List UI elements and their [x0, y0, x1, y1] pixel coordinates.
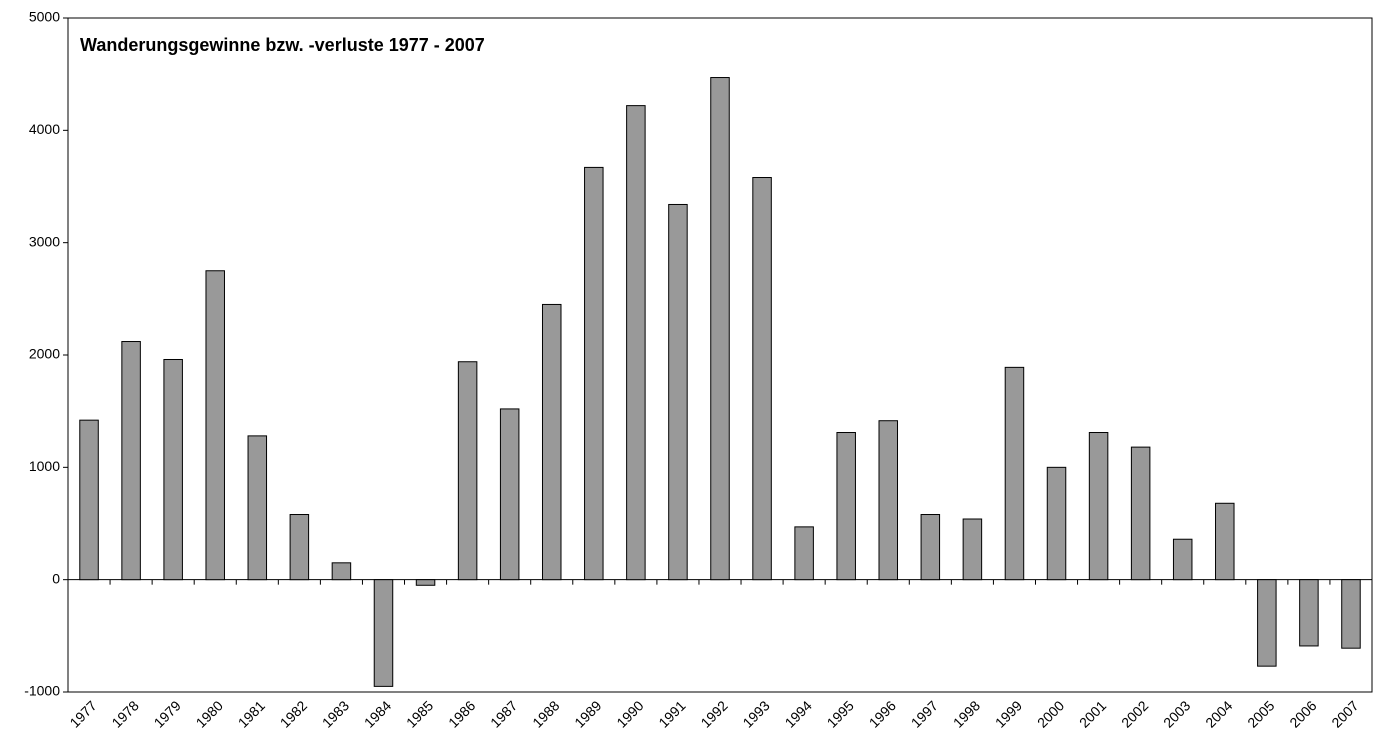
bar	[1130, 446, 1151, 581]
bar	[1046, 466, 1067, 581]
bar	[1341, 579, 1361, 649]
x-tick-label: 1982	[277, 697, 310, 730]
x-tick-label: 1978	[108, 697, 141, 730]
x-tick-label: 1990	[613, 697, 646, 730]
y-tick-label: 1000	[29, 458, 60, 474]
x-tick-label: 2006	[1286, 697, 1319, 730]
x-tick-label: 1988	[529, 697, 562, 730]
y-tick-label: 2000	[29, 346, 60, 362]
chart-title: Wanderungsgewinne bzw. -verluste 1977 - …	[80, 35, 485, 55]
bar	[710, 77, 730, 581]
bar	[205, 270, 225, 581]
x-tick-label: 1991	[655, 697, 688, 730]
bar	[457, 361, 478, 581]
x-tick-label: 1996	[866, 697, 899, 730]
y-tick-label: 0	[52, 570, 60, 586]
x-tick-label: 1980	[193, 697, 226, 730]
bar	[163, 358, 183, 581]
bar	[626, 105, 646, 581]
bar	[1215, 502, 1235, 581]
x-tick-label: 1987	[487, 697, 520, 730]
y-tick-label: 5000	[29, 9, 60, 25]
bar	[499, 408, 520, 581]
x-tick-label: 2007	[1328, 697, 1361, 730]
bar	[668, 203, 688, 581]
x-tick-label: 1977	[66, 697, 99, 730]
x-tick-label: 2000	[1034, 697, 1067, 730]
bar	[1172, 538, 1193, 581]
x-tick-label: 1998	[950, 697, 983, 730]
bar	[79, 419, 99, 581]
x-tick-label: 2005	[1244, 697, 1277, 730]
bar	[121, 341, 141, 581]
x-tick-label: 1992	[697, 697, 730, 730]
bar	[373, 579, 394, 687]
bar	[1257, 579, 1277, 667]
bar	[541, 303, 562, 581]
bar	[331, 562, 352, 581]
bar	[1004, 366, 1025, 581]
x-tick-label: 2001	[1076, 697, 1109, 730]
x-tick-label: 1997	[908, 697, 941, 730]
x-tick-label: 2002	[1118, 697, 1151, 730]
x-tick-label: 1999	[992, 697, 1025, 730]
bar	[584, 166, 604, 581]
bar	[1299, 579, 1319, 647]
bar	[794, 526, 814, 581]
y-tick-label: -1000	[24, 683, 60, 699]
bar	[247, 435, 268, 581]
x-tick-label: 1983	[319, 697, 352, 730]
x-tick-label: 1995	[824, 697, 857, 730]
x-tick-label: 1994	[782, 697, 815, 730]
y-tick-label: 4000	[29, 121, 60, 137]
bar	[836, 432, 856, 581]
bar	[415, 579, 436, 586]
x-tick-label: 1986	[445, 697, 478, 730]
bar	[920, 514, 941, 581]
x-tick-label: 1981	[235, 697, 268, 730]
x-tick-label: 1979	[151, 697, 184, 730]
x-tick-label: 2004	[1202, 697, 1235, 730]
x-tick-label: 1984	[361, 697, 394, 730]
bar	[752, 177, 772, 581]
y-tick-label: 3000	[29, 233, 60, 249]
x-tick-label: 1989	[571, 697, 604, 730]
bar	[1088, 432, 1109, 581]
x-tick-label: 1993	[739, 697, 772, 730]
bar	[289, 514, 310, 581]
x-tick-label: 1985	[403, 697, 436, 730]
x-tick-label: 2003	[1160, 697, 1193, 730]
bar	[878, 420, 899, 581]
bar	[962, 518, 983, 581]
